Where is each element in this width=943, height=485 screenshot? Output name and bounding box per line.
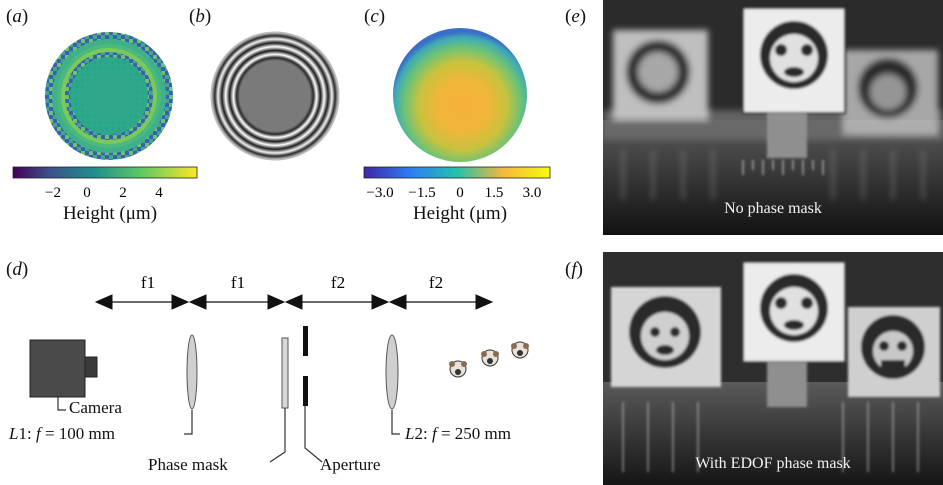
panel-letter: c bbox=[370, 6, 379, 27]
monkey-objects-icon bbox=[449, 341, 529, 378]
aperture-top bbox=[303, 326, 308, 356]
colorbar-c-tick: 1.5 bbox=[485, 185, 504, 201]
colorbar-a-tick: 4 bbox=[155, 185, 163, 201]
phase-mask-ring-pattern bbox=[210, 31, 340, 161]
colorbar-c-tick: 3.0 bbox=[523, 185, 542, 201]
spacing-label: f2 bbox=[429, 273, 443, 292]
colorbar-c-tick: 0 bbox=[456, 185, 464, 201]
photo-e-caption: No phase mask bbox=[724, 200, 822, 217]
lens-l2 bbox=[385, 334, 399, 410]
colorbar-c: −3.0 −1.5 0 1.5 3.0 bbox=[363, 166, 551, 201]
colorbar-c-title: Height (μm) bbox=[412, 203, 508, 224]
panel-letter: a bbox=[12, 6, 22, 27]
panel-label-f: (f) bbox=[565, 259, 583, 280]
lens-l1 bbox=[186, 334, 198, 410]
camera-body bbox=[29, 339, 86, 398]
panel-label-e: (e) bbox=[565, 6, 587, 27]
lens1-f: f bbox=[35, 424, 41, 443]
panel-label-a: (a) bbox=[6, 6, 29, 27]
colorbar-a-tick: 0 bbox=[83, 185, 91, 201]
phase-mask-plate bbox=[281, 337, 289, 409]
aperture-bottom bbox=[303, 376, 308, 406]
colorbar-a-tick: 2 bbox=[119, 185, 127, 201]
camera-label: Camera bbox=[69, 398, 122, 417]
edof-scene-image bbox=[603, 252, 943, 485]
photo-edof-phase-mask: With EDOF phase mask bbox=[603, 252, 943, 485]
colorbar-a-gradient bbox=[12, 166, 198, 179]
lens1-value: = 100 mm bbox=[40, 424, 115, 443]
lens2-label: L2: f = 250 mm bbox=[405, 424, 511, 444]
lens1-prefix: L bbox=[9, 424, 19, 443]
spacing-label: f1 bbox=[231, 273, 245, 292]
panel-letter: d bbox=[12, 259, 22, 280]
lens2-prefix: L bbox=[405, 424, 415, 443]
panel-label-d: (d) bbox=[6, 259, 29, 280]
panel-letter: e bbox=[571, 6, 580, 27]
phase-mask-height-map bbox=[45, 32, 173, 160]
optical-setup-diagram: f1 f1 f2 f2 bbox=[29, 273, 529, 463]
spacing-label: f2 bbox=[331, 273, 345, 292]
panel-label-c: (c) bbox=[364, 6, 386, 27]
lens2-num: 2: bbox=[414, 424, 432, 443]
aperture-label: Aperture bbox=[320, 455, 381, 474]
colorbar-a-title: Height (μm) bbox=[62, 203, 158, 224]
photo-f-caption: With EDOF phase mask bbox=[695, 455, 851, 472]
panel-label-b: (b) bbox=[189, 6, 212, 27]
measured-height-map bbox=[393, 28, 527, 162]
distance-arrows bbox=[94, 294, 494, 310]
spacing-label: f1 bbox=[141, 273, 155, 292]
lens2-f: f bbox=[431, 424, 437, 443]
blurred-scene-image bbox=[603, 0, 943, 235]
colorbar-a: −2 0 2 4 bbox=[12, 166, 198, 201]
colorbar-c-gradient bbox=[363, 166, 551, 179]
phase-mask-label: Phase mask bbox=[148, 455, 228, 474]
photo-no-phase-mask: No phase mask bbox=[603, 0, 943, 235]
lens1-num: 1: bbox=[18, 424, 36, 443]
panel-letter: b bbox=[195, 6, 205, 27]
lens2-value: = 250 mm bbox=[436, 424, 511, 443]
camera-lens-mount bbox=[84, 356, 98, 378]
colorbar-c-tick: −3.0 bbox=[366, 185, 393, 201]
colorbar-c-tick: −1.5 bbox=[408, 185, 435, 201]
lens1-label: L1: f = 100 mm bbox=[9, 424, 115, 444]
panel-letter: f bbox=[571, 259, 577, 280]
colorbar-a-tick: −2 bbox=[45, 185, 61, 201]
